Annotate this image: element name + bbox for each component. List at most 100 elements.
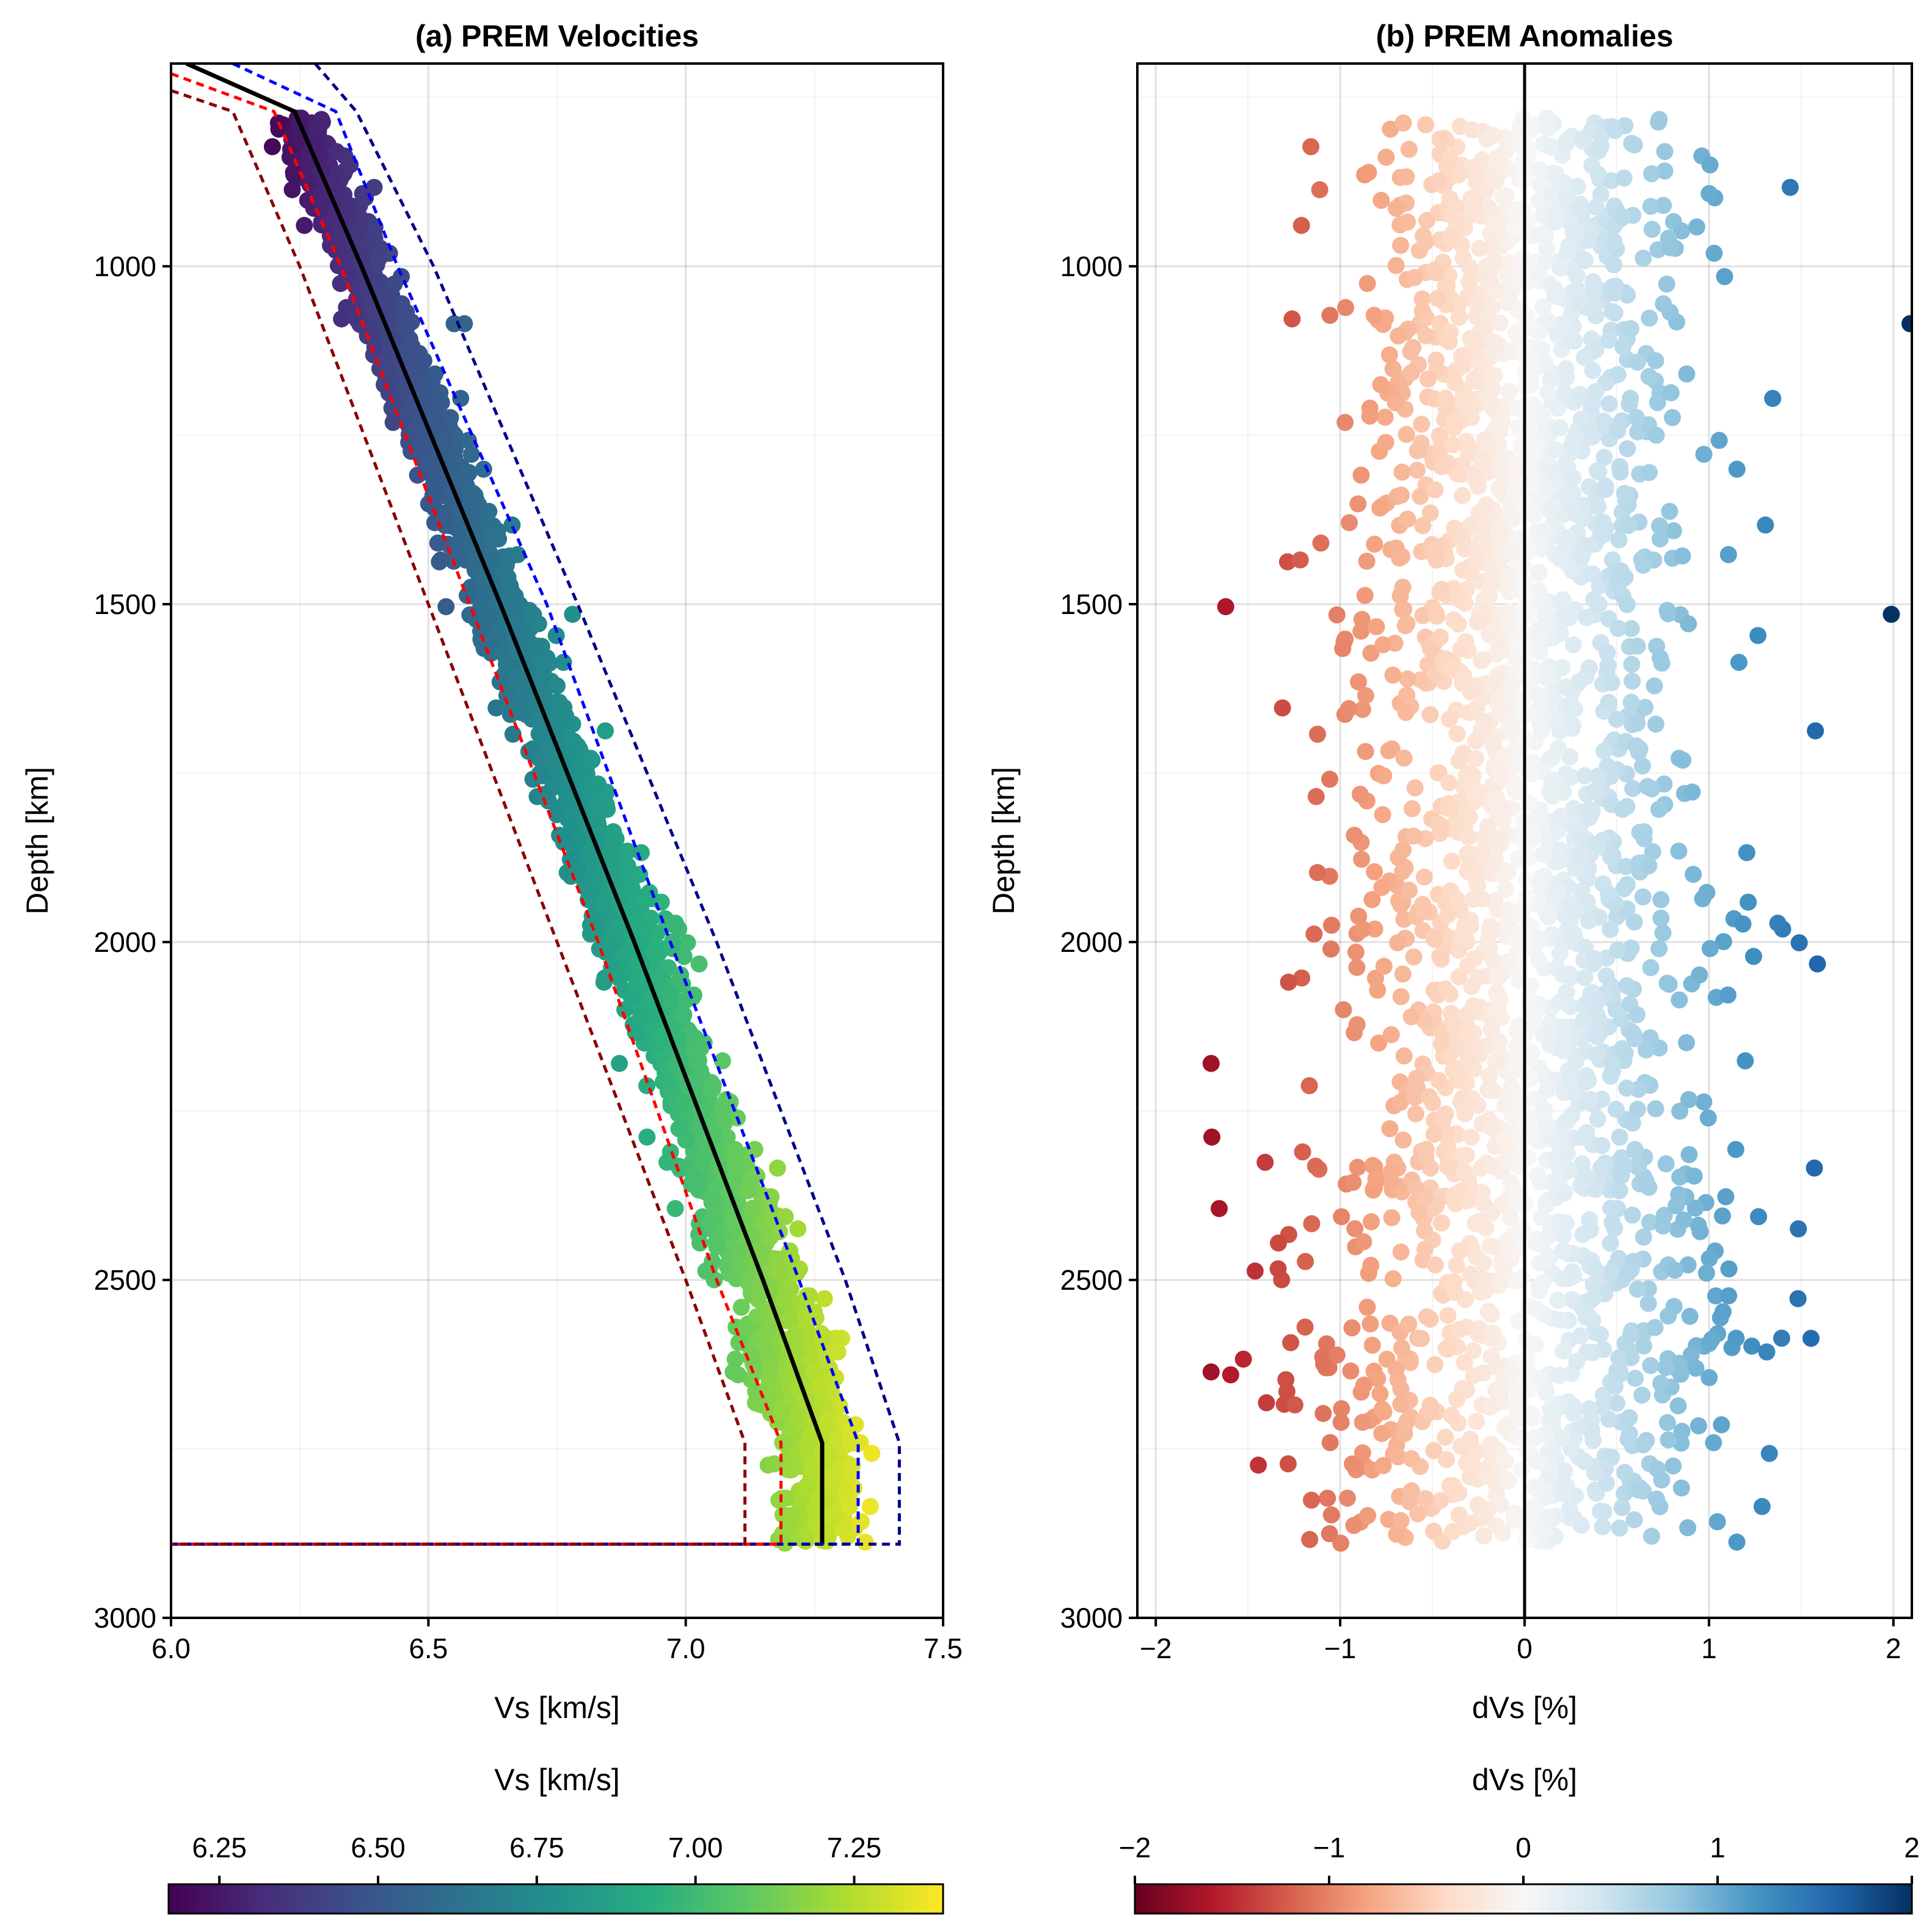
scatter-point <box>1456 1163 1473 1180</box>
scatter-point <box>1494 413 1511 430</box>
scatter-point <box>1711 432 1728 449</box>
scatter-point <box>1462 917 1479 934</box>
scatter-point <box>1448 215 1465 232</box>
scatter-point <box>1604 303 1621 320</box>
scatter-point <box>1652 891 1669 909</box>
scatter-point <box>1635 1436 1652 1453</box>
scatter-point <box>1586 950 1603 967</box>
scatter-point <box>393 295 410 312</box>
scatter-point <box>739 1182 756 1199</box>
scatter-point <box>1678 365 1695 382</box>
scatter-point <box>1369 982 1386 999</box>
scatter-point <box>1484 736 1501 753</box>
scatter-point <box>1433 1215 1450 1232</box>
scatter-point <box>1449 725 1466 742</box>
scatter-point <box>1349 1016 1366 1033</box>
scatter-point <box>1358 553 1376 570</box>
scatter-point <box>421 395 439 412</box>
scatter-point <box>822 1478 839 1495</box>
scatter-point <box>1343 1319 1360 1336</box>
scatter-point <box>1576 252 1593 269</box>
scatter-point <box>667 1200 684 1217</box>
scatter-point <box>1292 552 1309 569</box>
scatter-point <box>1622 390 1639 407</box>
scatter-point <box>1308 788 1325 805</box>
scatter-point <box>1528 1301 1545 1318</box>
scatter-point <box>1551 1367 1568 1384</box>
scatter-point <box>789 1407 806 1424</box>
scatter-point <box>1616 169 1633 186</box>
scatter-point <box>1463 1128 1480 1146</box>
scatter-point <box>1394 965 1412 982</box>
scatter-point <box>1652 649 1669 667</box>
scatter-point <box>1388 257 1405 274</box>
scatter-point <box>1540 1228 1557 1245</box>
colorbar-tick-label: 7.00 <box>668 1832 723 1863</box>
scatter-point <box>1355 1233 1372 1250</box>
scatter-point <box>1451 1242 1468 1259</box>
scatter-point <box>762 1188 779 1205</box>
scatter-point <box>1589 1111 1606 1128</box>
scatter-point <box>1670 1397 1687 1414</box>
scatter-point <box>1696 446 1713 463</box>
scatter-point <box>1357 587 1374 604</box>
scatter-point <box>1618 977 1635 994</box>
scatter-point <box>1757 516 1774 533</box>
panel-a-scatter-points <box>264 109 880 1552</box>
scatter-point <box>1624 673 1641 690</box>
scatter-point <box>1806 1160 1823 1177</box>
scatter-point <box>1679 1519 1696 1537</box>
x-tick-label: 6.5 <box>409 1633 448 1664</box>
scatter-point <box>1680 1146 1697 1163</box>
scatter-point <box>1481 1469 1498 1486</box>
scatter-point <box>1652 910 1669 927</box>
scatter-point <box>1309 864 1326 881</box>
scatter-point <box>1418 1308 1435 1325</box>
scatter-point <box>1490 480 1507 497</box>
scatter-point <box>1335 1001 1352 1018</box>
scatter-point <box>1417 1490 1434 1507</box>
scatter-point <box>1321 770 1338 788</box>
scatter-point <box>1329 606 1346 623</box>
scatter-point <box>638 1128 655 1146</box>
scatter-point <box>574 767 591 784</box>
scatter-point <box>1532 931 1549 948</box>
scatter-point <box>1396 750 1413 767</box>
scatter-point <box>1355 1377 1372 1394</box>
scatter-point <box>1416 868 1433 885</box>
colorbar-tick-label: 6.75 <box>509 1832 564 1863</box>
scatter-point <box>1391 549 1408 566</box>
scatter-point <box>1341 514 1358 532</box>
scatter-point <box>1642 1357 1659 1374</box>
scatter-point <box>1448 891 1465 908</box>
scatter-point <box>1418 212 1435 229</box>
scatter-point <box>675 1006 692 1023</box>
scatter-point <box>1384 667 1401 684</box>
scatter-point <box>1483 1157 1500 1174</box>
scatter-point <box>1580 1307 1597 1324</box>
scatter-point <box>1616 880 1633 898</box>
scatter-point <box>475 461 492 478</box>
scatter-point <box>1454 487 1471 504</box>
scatter-point <box>1643 165 1660 182</box>
scatter-point <box>1614 1499 1631 1516</box>
scatter-point <box>1362 1315 1379 1333</box>
scatter-point <box>1701 1369 1718 1386</box>
scatter-point <box>1614 208 1631 225</box>
scatter-point <box>1720 546 1737 563</box>
scatter-point <box>1440 800 1457 817</box>
scatter-point <box>1605 233 1622 250</box>
scatter-point <box>1362 408 1379 425</box>
scatter-point <box>1714 1207 1731 1224</box>
scatter-point <box>1380 742 1398 759</box>
scatter-point <box>1399 1413 1416 1430</box>
scatter-point <box>1782 179 1799 196</box>
scatter-point <box>1635 888 1652 905</box>
scatter-point <box>1389 934 1406 951</box>
scatter-point <box>1357 743 1374 760</box>
scatter-point <box>1564 1263 1581 1280</box>
scatter-point <box>1366 307 1383 324</box>
scatter-point <box>1683 783 1701 800</box>
scatter-point <box>1740 894 1757 911</box>
